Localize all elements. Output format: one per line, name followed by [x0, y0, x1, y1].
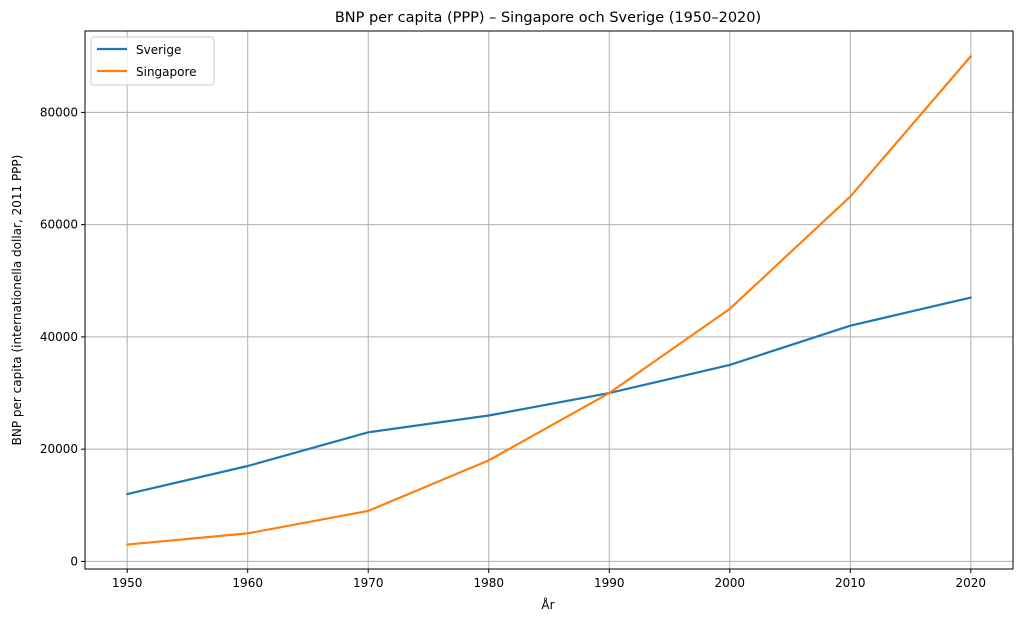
y-tick-label: 80000 — [40, 105, 78, 119]
x-tick-label: 1970 — [353, 576, 384, 590]
x-tick-label: 2010 — [835, 576, 866, 590]
y-tick-label: 20000 — [40, 442, 78, 456]
x-axis-label: År — [541, 597, 554, 612]
series-layer — [126, 55, 972, 546]
x-tick-label: 1960 — [232, 576, 263, 590]
y-tick-label: 60000 — [40, 218, 78, 232]
chart-title: BNP per capita (PPP) – Singapore och Sve… — [335, 10, 761, 26]
x-tick-label: 2020 — [956, 576, 987, 590]
x-tick-label: 1980 — [473, 576, 504, 590]
y-axis-label: BNP per capita (internationella dollar, … — [10, 155, 24, 446]
x-tick-label: 2000 — [715, 576, 746, 590]
series-line-singapore — [126, 55, 972, 546]
x-tick-label: 1990 — [594, 576, 625, 590]
x-tick-label: 1950 — [112, 576, 143, 590]
legend-label-singapore: Singapore — [136, 65, 197, 79]
legend: Sverige Singapore — [90, 36, 215, 86]
grid-layer — [85, 31, 1013, 569]
y-tick-label: 0 — [70, 554, 78, 568]
series-line-sverige — [126, 296, 972, 496]
legend-label-sverige: Sverige — [136, 43, 181, 57]
tick-layer: 1950 1960 1970 1980 1990 2000 2010 2020 0 20000 40… — [40, 105, 986, 590]
y-tick-label: 40000 — [40, 330, 78, 344]
plot-frame — [84, 30, 1014, 570]
